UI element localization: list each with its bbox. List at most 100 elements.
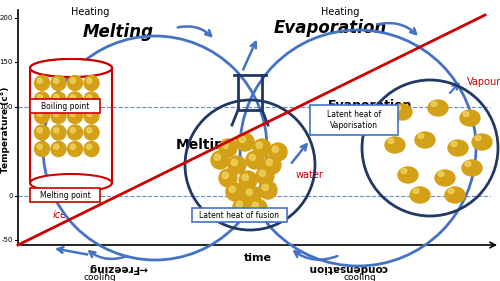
Circle shape [34,76,50,90]
Circle shape [252,202,258,209]
Circle shape [34,92,50,107]
Circle shape [70,95,75,100]
Text: -50: -50 [2,237,13,243]
Circle shape [229,186,235,192]
Text: Temperature (c°): Temperature (c°) [2,87,11,173]
Text: Latent heat of fusion: Latent heat of fusion [199,210,279,219]
Circle shape [70,144,75,149]
Circle shape [51,142,66,157]
Text: time: time [244,253,272,263]
Text: ←Freezing: ←Freezing [88,263,148,273]
Circle shape [70,78,75,83]
Circle shape [249,199,267,217]
Circle shape [68,76,82,90]
Circle shape [84,125,99,140]
Bar [238,75,262,110]
Circle shape [233,198,251,216]
Ellipse shape [415,132,435,148]
Ellipse shape [462,160,482,176]
Circle shape [269,143,287,161]
Text: Melting: Melting [176,138,234,152]
Text: Evaporation: Evaporation [274,19,386,37]
Ellipse shape [472,134,492,150]
Circle shape [84,92,99,107]
Circle shape [86,128,92,133]
Ellipse shape [475,135,481,140]
FancyBboxPatch shape [30,99,100,113]
Circle shape [86,95,92,100]
Circle shape [246,189,252,196]
Circle shape [86,144,92,149]
FancyBboxPatch shape [310,105,398,135]
Circle shape [256,142,262,148]
Ellipse shape [445,187,465,203]
Ellipse shape [392,104,412,120]
Ellipse shape [451,142,457,146]
Circle shape [86,78,92,83]
Ellipse shape [448,140,468,156]
Circle shape [34,142,50,157]
Ellipse shape [460,110,480,126]
Ellipse shape [465,162,471,167]
Circle shape [68,108,82,124]
Circle shape [51,125,66,140]
Circle shape [214,154,220,160]
Circle shape [266,159,272,166]
Text: Evaporation: Evaporation [328,99,412,112]
Circle shape [54,78,59,83]
Ellipse shape [431,101,437,106]
Circle shape [222,172,228,178]
Text: condensation: condensation [308,263,388,273]
Circle shape [231,159,237,166]
Ellipse shape [435,170,455,186]
Circle shape [263,156,281,174]
Text: Melting point: Melting point [40,191,90,200]
Text: cooling: cooling [84,273,116,281]
Circle shape [219,139,237,157]
Ellipse shape [388,139,394,144]
Text: Heating: Heating [321,7,359,17]
Circle shape [37,111,43,116]
Circle shape [51,92,66,107]
Circle shape [256,167,274,185]
Ellipse shape [30,174,112,192]
Circle shape [249,154,256,160]
Circle shape [246,151,264,169]
Circle shape [259,170,266,176]
Ellipse shape [395,105,401,110]
Text: Vapour: Vapour [467,77,500,87]
Circle shape [84,108,99,124]
Circle shape [84,142,99,157]
Circle shape [272,146,278,153]
Circle shape [34,108,50,124]
Circle shape [259,181,277,199]
Text: 0: 0 [8,192,13,199]
Circle shape [239,136,246,142]
Circle shape [54,144,59,149]
Circle shape [219,169,237,187]
Circle shape [228,156,246,174]
Circle shape [236,133,254,151]
Ellipse shape [413,189,419,194]
Ellipse shape [418,133,424,139]
Circle shape [243,186,261,204]
Circle shape [54,128,59,133]
FancyBboxPatch shape [30,188,100,201]
Text: cooling: cooling [344,273,376,281]
Circle shape [37,78,43,83]
Text: Latent heat of
Vaporisation: Latent heat of Vaporisation [327,110,381,130]
FancyBboxPatch shape [192,208,287,222]
Circle shape [51,108,66,124]
Circle shape [54,95,59,100]
Text: 150: 150 [0,59,13,65]
Ellipse shape [398,167,418,183]
Circle shape [68,142,82,157]
Text: Melting: Melting [82,23,154,41]
Ellipse shape [438,171,444,176]
Circle shape [242,174,248,180]
Circle shape [70,111,75,116]
Circle shape [37,144,43,149]
Circle shape [211,151,229,169]
Circle shape [222,142,228,148]
Circle shape [68,92,82,107]
